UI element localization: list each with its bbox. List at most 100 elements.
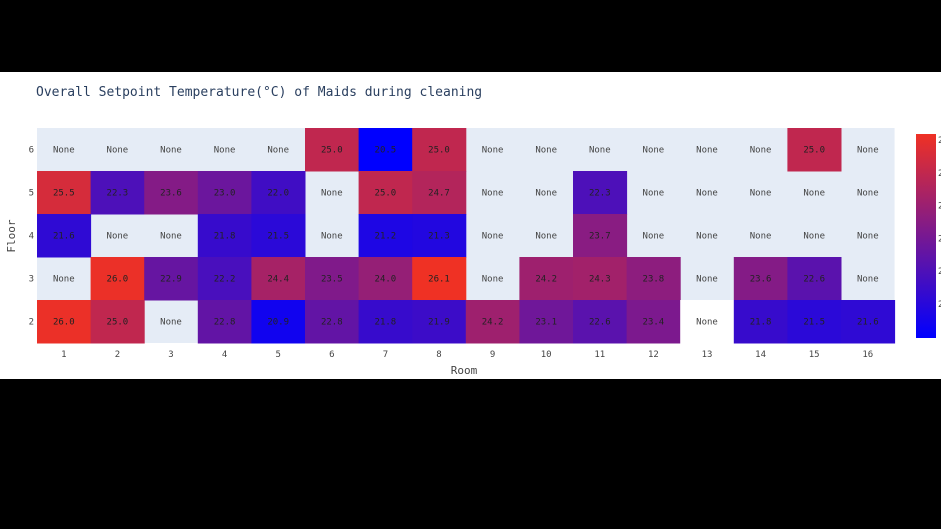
heatmap-cell <box>358 214 413 258</box>
heatmap-cell-label: None <box>482 232 504 242</box>
heatmap-cell <box>305 128 360 172</box>
x-tick-label: 9 <box>490 350 495 360</box>
heatmap-cell-label: 25.0 <box>428 146 450 156</box>
colorbar-tick-label: 2 <box>938 234 941 244</box>
heatmap-cell <box>412 257 467 301</box>
x-tick-label: 5 <box>275 350 280 360</box>
heatmap-cell <box>626 257 681 301</box>
heatmap-cell-label: None <box>482 275 504 285</box>
x-axis-ticks: 1 2 3 4 5 6 7 8 9 10 11 12 13 14 15 16 <box>61 350 873 360</box>
heatmap-cell-label: None <box>160 146 182 156</box>
heatmap-cell-label: 26.0 <box>107 275 129 285</box>
heatmap-cell-label: None <box>857 275 879 285</box>
heatmap-cell-label: None <box>107 146 129 156</box>
heatmap-cell <box>358 257 413 301</box>
heatmap-cell <box>787 300 842 344</box>
colorbar-tick-label: 2 <box>938 136 941 146</box>
heatmap-cell-label: None <box>643 189 665 199</box>
heatmap-cell-blank <box>680 300 735 344</box>
colorbar-tick-label: 2 <box>938 300 941 310</box>
heatmap-cell-label: 25.0 <box>375 189 397 199</box>
heatmap-cell-label: 21.6 <box>53 232 75 242</box>
heatmap-cell-label: 25.0 <box>107 318 129 328</box>
heatmap-cell-label: 22.3 <box>589 189 611 199</box>
heatmap-cell-label: None <box>857 189 879 199</box>
heatmap-cell-label: None <box>643 146 665 156</box>
heatmap-cell-label: None <box>267 146 289 156</box>
heatmap-cell-label: None <box>321 189 343 199</box>
y-axis-title: Floor <box>5 219 18 252</box>
heatmap-cell-label: 23.5 <box>321 275 343 285</box>
heatmap-cell-label: 22.8 <box>321 318 343 328</box>
heatmap-cell-label: None <box>696 275 718 285</box>
heatmap-cell-label: 25.0 <box>321 146 343 156</box>
heatmap-cell <box>251 171 306 215</box>
heatmap-cell-label: 24.2 <box>482 318 504 328</box>
heatmap-cell <box>841 300 896 344</box>
heatmap-cell <box>251 300 306 344</box>
heatmap-cell <box>144 257 199 301</box>
heatmap-cell-label: None <box>750 146 772 156</box>
heatmap-cell <box>573 300 628 344</box>
x-tick-label: 1 <box>61 350 66 360</box>
heatmap-cell-label: 20.9 <box>267 318 289 328</box>
heatmap-cell-label: 24.7 <box>428 189 450 199</box>
heatmap-cell-label: 23.1 <box>535 318 557 328</box>
heatmap-cell-label: 22.6 <box>589 318 611 328</box>
heatmap-cell <box>733 257 788 301</box>
heatmap-cell-label: None <box>107 232 129 242</box>
heatmap-cell-label: 20.5 <box>375 146 397 156</box>
heatmap-cell-label: None <box>857 146 879 156</box>
heatmap-chart: None None None None None 25.0 20.5 25.0 None None… <box>5 128 941 377</box>
colorbar <box>916 134 936 338</box>
heatmap-cell-label: None <box>160 318 182 328</box>
heatmap-cell-label: None <box>857 232 879 242</box>
y-tick-label: 4 <box>29 232 34 242</box>
heatmap-cell <box>412 171 467 215</box>
heatmap-cell-label: 22.6 <box>803 275 825 285</box>
x-tick-label: 2 <box>115 350 120 360</box>
heatmap-cell <box>197 171 252 215</box>
heatmap-cell <box>412 214 467 258</box>
heatmap-cell-label: 21.8 <box>375 318 397 328</box>
x-tick-label: 4 <box>222 350 227 360</box>
heatmap-cell-label: 23.4 <box>643 318 665 328</box>
heatmap-cell-label: None <box>535 146 557 156</box>
heatmap-cell <box>465 300 520 344</box>
heatmap-cell <box>305 257 360 301</box>
heatmap-cell <box>305 300 360 344</box>
x-tick-label: 13 <box>702 350 713 360</box>
heatmap-cell-label: None <box>750 232 772 242</box>
heatmap-cell-label: 21.8 <box>750 318 772 328</box>
heatmap-cell-label: None <box>696 232 718 242</box>
heatmap-cell-label: 21.2 <box>375 232 397 242</box>
heatmap-cell <box>358 171 413 215</box>
heatmap-cell <box>37 171 92 215</box>
heatmap-cell-label: 24.3 <box>589 275 611 285</box>
heatmap-cells: None None None None None 25.0 20.5 25.0 None None… <box>37 128 896 344</box>
heatmap-cell-label: None <box>643 232 665 242</box>
x-tick-label: 15 <box>809 350 820 360</box>
heatmap-cell <box>358 128 413 172</box>
x-tick-label: 10 <box>541 350 552 360</box>
heatmap-cell-label: None <box>696 318 718 328</box>
heatmap-cell-label: 24.2 <box>535 275 557 285</box>
heatmap-cell <box>412 300 467 344</box>
y-tick-label: 6 <box>29 146 34 156</box>
heatmap-cell-label: None <box>214 146 236 156</box>
heatmap-cell-label: None <box>53 146 75 156</box>
y-axis-ticks: 6 5 4 3 2 <box>29 146 34 328</box>
x-tick-label: 3 <box>168 350 173 360</box>
heatmap-cell-label: 21.5 <box>803 318 825 328</box>
heatmap-cell-label: None <box>535 232 557 242</box>
chart-title: Overall Setpoint Temperature(°C) of Maid… <box>36 85 483 100</box>
heatmap-cell-label: None <box>803 189 825 199</box>
heatmap-cell-label: None <box>803 232 825 242</box>
y-tick-label: 5 <box>29 189 34 199</box>
heatmap-cell <box>733 300 788 344</box>
heatmap-cell <box>197 300 252 344</box>
x-tick-label: 7 <box>383 350 388 360</box>
heatmap-cell <box>573 257 628 301</box>
heatmap-cell-label: 25.5 <box>53 189 75 199</box>
heatmap-cell-label: None <box>696 189 718 199</box>
